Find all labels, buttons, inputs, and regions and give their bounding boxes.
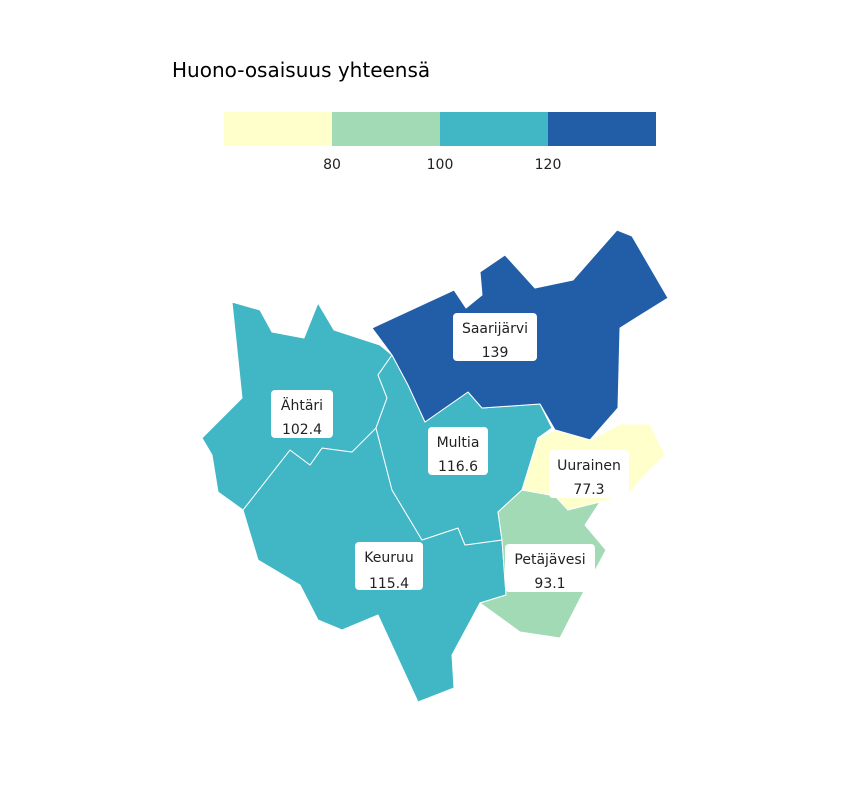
label-box	[271, 390, 333, 438]
legend-colorbar	[224, 112, 656, 146]
region-name-label: Petäjävesi	[514, 552, 585, 568]
label-box	[505, 544, 595, 592]
label-box	[428, 427, 488, 475]
region-name-label: Uurainen	[557, 458, 621, 474]
label-uurainen: Uurainen 77.3	[549, 450, 629, 498]
label-multia: Multia 116.6	[428, 427, 488, 475]
region-value-label: 93.1	[534, 576, 565, 592]
legend-tick-120: 120	[535, 157, 562, 173]
label-box	[355, 542, 423, 590]
region-name-label: Saarijärvi	[462, 321, 528, 337]
region-value-label: 102.4	[282, 422, 322, 438]
label-keuruu: Keuruu 115.4	[355, 542, 423, 592]
label-ahtari: Ähtäri 102.4	[271, 390, 333, 438]
legend-tick-80: 80	[323, 157, 341, 173]
region-name-label: Multia	[437, 435, 480, 451]
legend-tick-100: 100	[427, 157, 454, 173]
legend-swatch-2	[332, 112, 440, 146]
legend-swatch-3	[440, 112, 548, 146]
region-value-label: 139	[482, 345, 509, 361]
label-box	[549, 450, 629, 498]
region-name-label: Ähtäri	[281, 396, 323, 414]
region-name-label: Keuruu	[364, 550, 413, 566]
region-value-label: 115.4	[369, 576, 409, 592]
legend-swatch-1	[224, 112, 332, 146]
legend-title: Huono-osaisuus yhteensä	[172, 58, 430, 82]
label-petajavesi: Petäjävesi 93.1	[505, 544, 595, 592]
label-box	[453, 313, 537, 361]
region-value-label: 77.3	[573, 482, 604, 498]
label-saarijarvi: Saarijärvi 139	[453, 313, 537, 361]
legend-swatch-4	[548, 112, 656, 146]
region-value-label: 116.6	[438, 459, 478, 475]
